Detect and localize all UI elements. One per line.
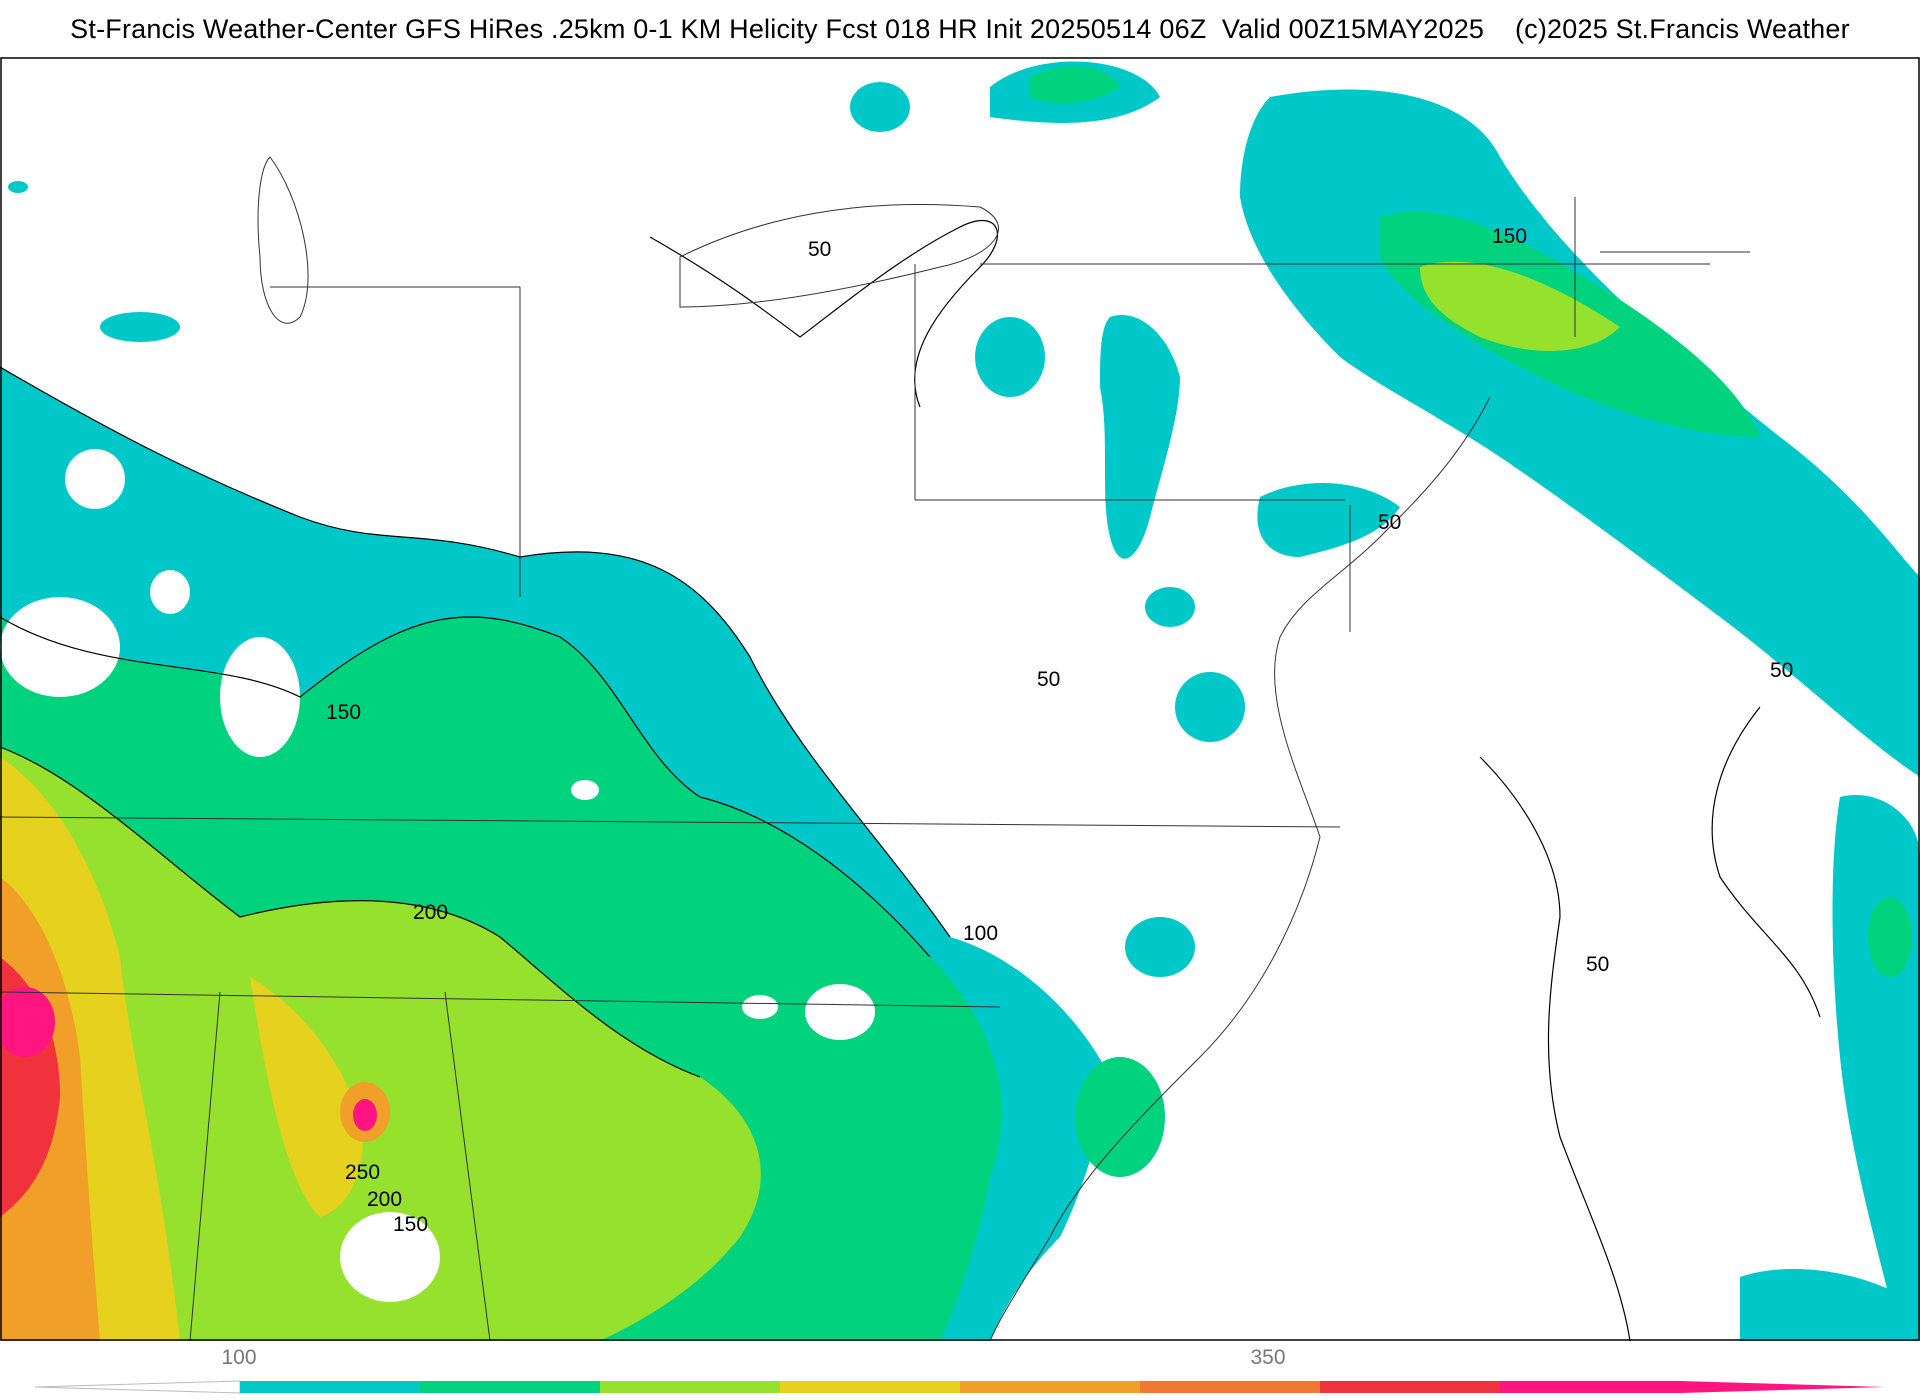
contour-50-line-north: [649, 220, 998, 408]
contour-label-50-offshore: 50: [1770, 659, 1793, 682]
colorbar-segment: [1140, 1381, 1321, 1393]
contour-50-line-east: [1479, 756, 1631, 1341]
great-lakes-erie: [679, 203, 1000, 308]
colorbar: 100 350: [34, 1346, 1885, 1394]
colorbar-segment: [960, 1381, 1141, 1393]
white-hole-missouri: [150, 570, 190, 614]
cyan-blob-far-northwest: [8, 181, 28, 193]
cyan-blob-virginia: [1175, 672, 1245, 742]
helicity-map: 50 50 150 150 100 200 250 200 150 50 50 …: [0, 57, 1920, 1341]
contour-150-line: [0, 616, 931, 958]
white-hole-mississippi: [571, 780, 599, 800]
colorbar-low-triangle: [34, 1380, 241, 1394]
white-hole-arkansas: [65, 449, 125, 509]
contour-label-group: 50 50 150 150 100 200 250 200 150 50 50 …: [326, 225, 1793, 1236]
low-helicity-hole: [340, 1212, 440, 1302]
colorbar-segments: [240, 1381, 1681, 1393]
contour-label-150-al: 150: [393, 1213, 428, 1236]
colorbar-segment: [1500, 1381, 1681, 1393]
title-text: St-Francis Weather-Center GFS HiRes .25k…: [70, 14, 1485, 44]
green-blob-piedmont: [1075, 1057, 1165, 1177]
contour-200-line: [0, 746, 701, 1078]
cyan-region-midatlantic: [1100, 315, 1180, 559]
cyan-blob-carolina: [1125, 917, 1195, 977]
state-line-ms-al: [189, 991, 221, 1341]
white-hole-kentucky: [742, 995, 778, 1019]
contour-label-250-al: 250: [345, 1161, 380, 1184]
state-line-tn-al: [0, 991, 1001, 1008]
coastline: [989, 396, 1491, 1341]
great-lakes-michigan: [257, 156, 309, 324]
colorbar-segment: [780, 1381, 961, 1393]
contour-label-150-mo: 150: [326, 701, 361, 724]
green-region-north: [1030, 66, 1120, 104]
boundary-lines: [0, 156, 1750, 1341]
lime-region-southeast: [0, 747, 761, 1341]
white-hole-tennessee: [805, 984, 875, 1040]
map-title: St-Francis Weather-Center GFS HiRes .25k…: [0, 14, 1920, 45]
copyright-text: (c)2025 St.Francis Weather: [1514, 14, 1850, 44]
contour-label-50-erie: 50: [808, 238, 831, 261]
contour-label-50-nj: 50: [1378, 511, 1401, 534]
state-line-al-ga: [444, 991, 491, 1341]
cyan-blob-north: [850, 82, 910, 132]
helicity-fill-layer: [0, 61, 1920, 1341]
cyan-region-chesapeake: [1257, 483, 1400, 557]
yellow-region-central: [250, 977, 363, 1217]
colorbar-high-triangle: [1680, 1381, 1885, 1393]
cyan-blob-west-pa: [975, 317, 1045, 397]
white-hole-oklahoma: [0, 597, 120, 697]
green-blob-virginia: [1190, 1002, 1270, 1072]
green-blob-atlantic: [1868, 897, 1912, 977]
contour-label-50-atlantic: 50: [1586, 953, 1609, 976]
state-line-tn-ky: [0, 816, 1341, 828]
cyan-blob-shenandoah: [1145, 587, 1195, 627]
contour-label-50-va: 50: [1037, 668, 1060, 691]
cyan-blob-northwest: [100, 312, 180, 342]
white-hole-texas: [220, 637, 300, 757]
contour-label-200-tn: 200: [413, 901, 448, 924]
map-frame: [0, 57, 1920, 1341]
colorbar-segment: [600, 1381, 781, 1393]
magenta-core-west: [0, 987, 55, 1057]
colorbar-segment: [420, 1381, 601, 1393]
contour-50-line-atlantic: [1711, 706, 1821, 1018]
lime-region-northeast: [1420, 261, 1620, 351]
cyan-region-southeast-atlantic: [1740, 1268, 1920, 1341]
colorbar-tick-350: 350: [1250, 1346, 1285, 1369]
colorbar-segment: [240, 1381, 421, 1393]
colorbar-tick-100: 100: [221, 1346, 256, 1369]
contour-label-100-nc: 100: [963, 922, 998, 945]
red-core-central: [353, 1099, 377, 1131]
colorbar-segment: [1320, 1381, 1501, 1393]
contour-label-150-ct: 150: [1492, 225, 1527, 248]
contour-label-200-al: 200: [367, 1188, 402, 1211]
